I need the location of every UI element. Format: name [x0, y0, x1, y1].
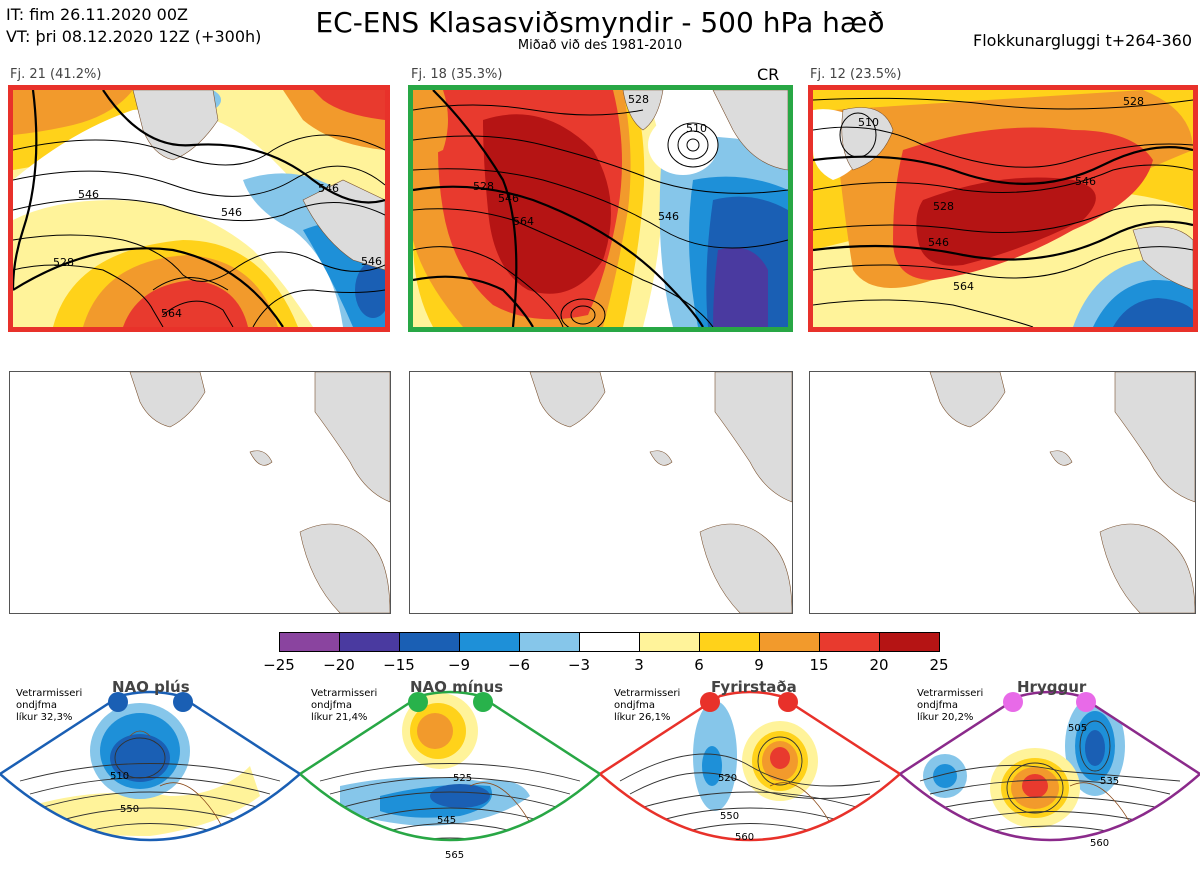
colorbar-tick: −15 [383, 656, 415, 674]
cluster-1-label: Fj. 21 (41.2%) [10, 67, 102, 82]
colorbar-tick: −9 [447, 656, 471, 674]
regime-2-contour-b: 545 [437, 815, 456, 826]
cluster-1-contour-d: 546 [318, 182, 339, 195]
header-info: IT: fim 26.11.2020 00Z VT: þri 08.12.202… [6, 4, 261, 48]
colorbar-tick: 25 [929, 656, 949, 674]
regime-1-contour-b: 550 [120, 804, 139, 815]
regime-nao-plus: 510 550 [0, 676, 303, 871]
colorbar-cell [279, 632, 340, 652]
colorbar-cell [879, 632, 940, 652]
colorbar-tick: 6 [694, 656, 704, 674]
page-subtitle: Miðað við des 1981-2010 [517, 38, 683, 53]
cluster-1-contour-f: 546 [361, 255, 382, 268]
cluster-2-badge: CR [757, 65, 780, 84]
colorbar-tick: 9 [754, 656, 764, 674]
regime-1-note: Vetrarmisseri ondjfma líkur 32,3% [16, 688, 83, 723]
colorbar-tick: −6 [507, 656, 531, 674]
empty-map-1 [9, 371, 391, 614]
regime-4-contour-a: 505 [1068, 723, 1087, 734]
cluster-3-contour-b: 528 [933, 200, 954, 213]
cluster-2-contour-a: 510 [686, 122, 707, 135]
colorbar-cell [759, 632, 820, 652]
colorbar-cell [399, 632, 460, 652]
regime-3-contour-b: 550 [720, 811, 739, 822]
valid-time: VT: þri 08.12.2020 12Z (+300h) [6, 27, 262, 46]
cluster-3-contour-f: 564 [953, 280, 974, 293]
colorbar-cell [459, 632, 520, 652]
cluster-1-contour-e: 564 [161, 307, 182, 320]
cluster-3-contour-c: 528 [1123, 95, 1144, 108]
cluster-3-map: 510 528 528 546 546 564 [808, 85, 1198, 332]
regime-2-contour-c: 565 [445, 850, 464, 861]
colorbar-tick: −3 [567, 656, 591, 674]
regime-1-contour-a: 510 [110, 771, 129, 782]
regime-4-contour-b: 535 [1100, 776, 1119, 787]
colorbar-cell [339, 632, 400, 652]
regime-3-contour-a: 520 [718, 773, 737, 784]
cluster-3-contour-e: 546 [1075, 175, 1096, 188]
colorbar-cell [819, 632, 880, 652]
regime-4-note: Vetrarmisseri ondjfma líkur 20,2% [917, 688, 984, 723]
colorbar-cell [639, 632, 700, 652]
colorbar-tick: −25 [263, 656, 295, 674]
regime-1-name: NAO plús [112, 678, 190, 696]
regime-nao-minus: 525 545 565 [297, 676, 603, 871]
regime-2-contour-a: 525 [453, 773, 472, 784]
cluster-1-contour-a: 528 [53, 256, 74, 269]
colorbar-cell [519, 632, 580, 652]
colorbar-cell [699, 632, 760, 652]
cluster-3-label: Fj. 12 (23.5%) [810, 67, 902, 82]
cluster-2-contour-d: 546 [658, 210, 679, 223]
empty-map-3 [809, 371, 1196, 614]
regime-blocking: 520 550 560 [597, 676, 903, 871]
cluster-2-contour-e: 546 [498, 192, 519, 205]
cluster-1-map: 528 546 546 546 564 546 [8, 85, 390, 332]
regime-2-name: NAO mínus [410, 678, 504, 696]
initial-time: IT: fim 26.11.2020 00Z [6, 5, 188, 24]
classification-window: Flokkunargluggi t+264-360 [973, 31, 1192, 50]
regime-2-note: Vetrarmisseri ondjfma líkur 21,4% [311, 688, 378, 723]
empty-map-2 [409, 371, 793, 614]
colorbar-tick: 3 [634, 656, 644, 674]
regime-3-name: Fyrirstaða [711, 678, 797, 696]
regime-4-contour-c: 560 [1090, 838, 1109, 849]
cluster-2-label: Fj. 18 (35.3%) [411, 67, 503, 82]
regime-4-name: Hryggur [1017, 678, 1087, 696]
colorbar-tick: 20 [869, 656, 889, 674]
colorbar-tick: −20 [323, 656, 355, 674]
cluster-2-contour-b: 528 [473, 180, 494, 193]
page-title: EC-ENS Klasasviðsmyndir - 500 hPa hæð [315, 6, 885, 39]
cluster-3-contour-a: 510 [858, 116, 879, 129]
cluster-1-contour-b: 546 [78, 188, 99, 201]
regime-ridge: 505 535 560 [897, 676, 1200, 871]
cluster-1-contour-c: 546 [221, 206, 242, 219]
regime-3-contour-c: 560 [735, 832, 754, 843]
cluster-2-contour-f: 564 [513, 215, 534, 228]
cluster-3-contour-d: 546 [928, 236, 949, 249]
regime-3-note: Vetrarmisseri ondjfma líkur 26,1% [614, 688, 681, 723]
colorbar-tick: 15 [809, 656, 829, 674]
cluster-2-contour-c: 528 [628, 93, 649, 106]
colorbar-cell [579, 632, 640, 652]
cluster-2-map: 510 528 528 546 546 564 [408, 85, 793, 332]
